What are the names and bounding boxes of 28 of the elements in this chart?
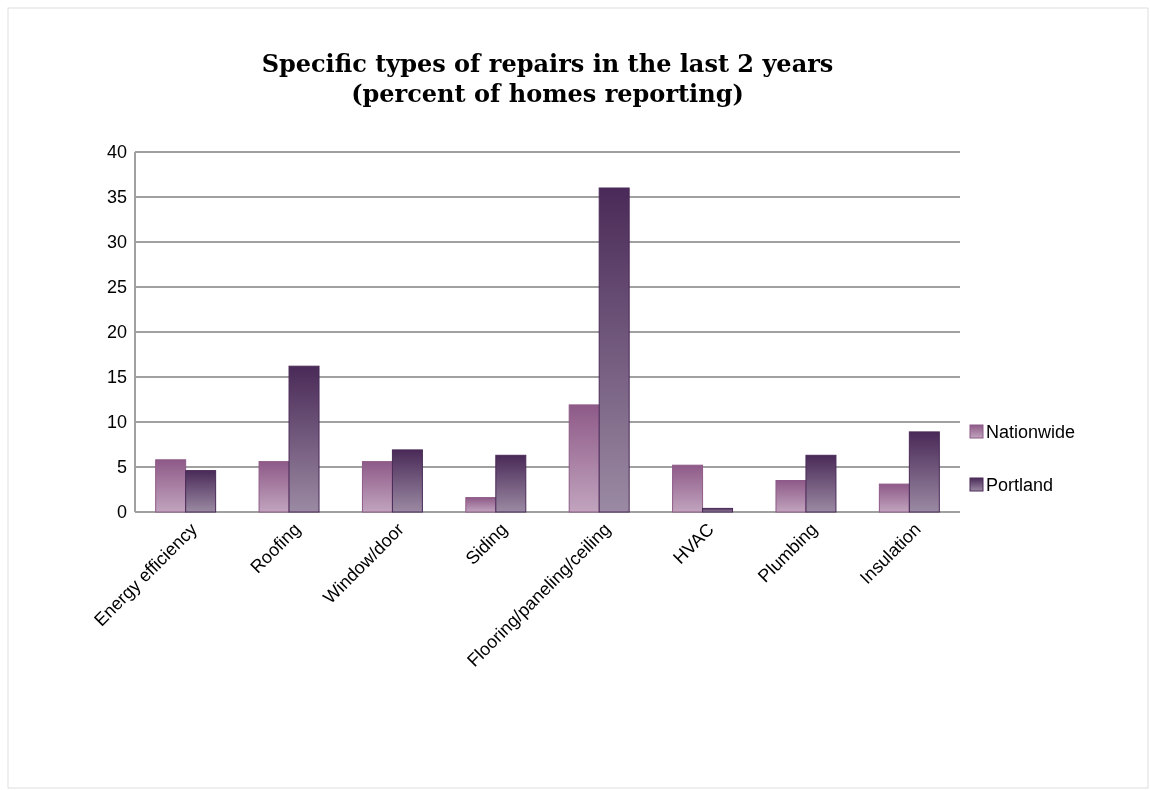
bar (288, 365, 320, 513)
legend-label: Portland (986, 475, 1054, 496)
y-tick-label: 20 (106, 322, 127, 343)
bar (465, 497, 497, 513)
y-tick-label: 25 (106, 277, 127, 298)
bar (805, 454, 837, 513)
y-tick-label: 30 (106, 232, 127, 253)
bar (568, 404, 600, 513)
bar (598, 187, 630, 513)
legend-label: Nationwide (986, 422, 1076, 443)
chart-title: Specific types of repairs in the last 2 years (percent of homes reporting) (261, 49, 834, 108)
bar (702, 507, 734, 513)
bar (185, 470, 217, 513)
bar (908, 431, 940, 513)
y-tick-label: 0 (116, 502, 127, 523)
y-tick-label: 15 (106, 367, 127, 388)
bar (775, 480, 807, 513)
bar (155, 459, 187, 513)
bar (391, 449, 423, 513)
bar (361, 461, 393, 513)
bar (258, 461, 290, 513)
bar (878, 483, 910, 513)
y-tick-label: 5 (116, 457, 127, 478)
bar (672, 464, 704, 513)
y-tick-label: 35 (106, 187, 127, 208)
y-tick-label: 10 (106, 412, 127, 433)
bar (495, 454, 527, 513)
y-tick-label: 40 (106, 142, 127, 163)
